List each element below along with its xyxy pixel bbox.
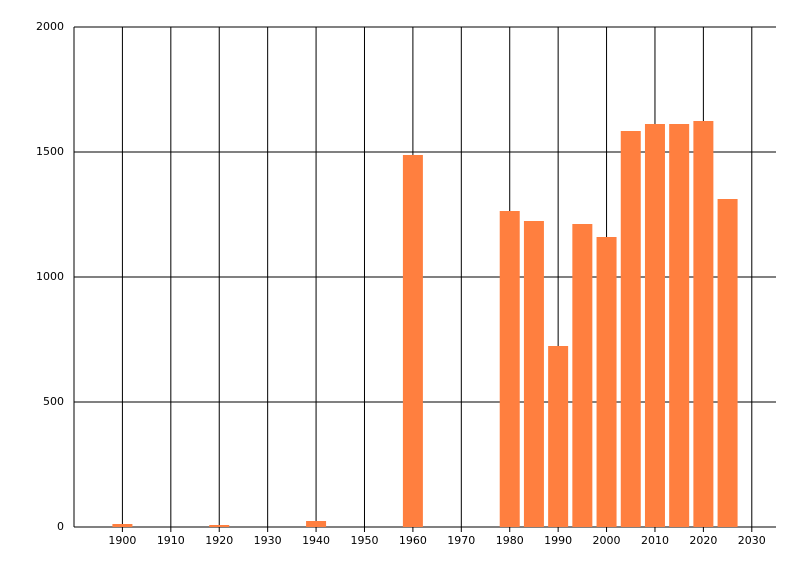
x-tick-label: 1900 — [108, 534, 136, 547]
y-tick-label: 0 — [57, 520, 64, 533]
bar — [523, 221, 544, 527]
bar — [209, 525, 230, 527]
bar — [548, 346, 569, 527]
x-tick-label: 2030 — [738, 534, 766, 547]
bar — [644, 124, 665, 527]
x-tick-label: 1990 — [544, 534, 572, 547]
x-tick-label: 2000 — [593, 534, 621, 547]
y-tick-label: 1500 — [36, 145, 64, 158]
y-tick-label: 1000 — [36, 270, 64, 283]
bar — [112, 524, 133, 527]
bar — [306, 521, 327, 527]
y-tick-label: 500 — [43, 395, 64, 408]
bar — [620, 131, 641, 527]
x-tick-label: 1940 — [302, 534, 330, 547]
bar — [402, 155, 423, 527]
bar — [717, 199, 738, 527]
bar — [596, 237, 617, 527]
x-tick-label: 2020 — [689, 534, 717, 547]
x-tick-label: 1950 — [350, 534, 378, 547]
x-tick-label: 1980 — [496, 534, 524, 547]
x-tick-label: 1910 — [157, 534, 185, 547]
x-tick-label: 1930 — [254, 534, 282, 547]
bar — [693, 121, 714, 527]
x-tick-label: 1960 — [399, 534, 427, 547]
bar — [499, 211, 520, 527]
y-tick-label: 2000 — [36, 20, 64, 33]
bar — [572, 224, 593, 527]
x-tick-label: 2010 — [641, 534, 669, 547]
bar — [669, 124, 690, 527]
x-tick-label: 1970 — [447, 534, 475, 547]
x-tick-label: 1920 — [205, 534, 233, 547]
